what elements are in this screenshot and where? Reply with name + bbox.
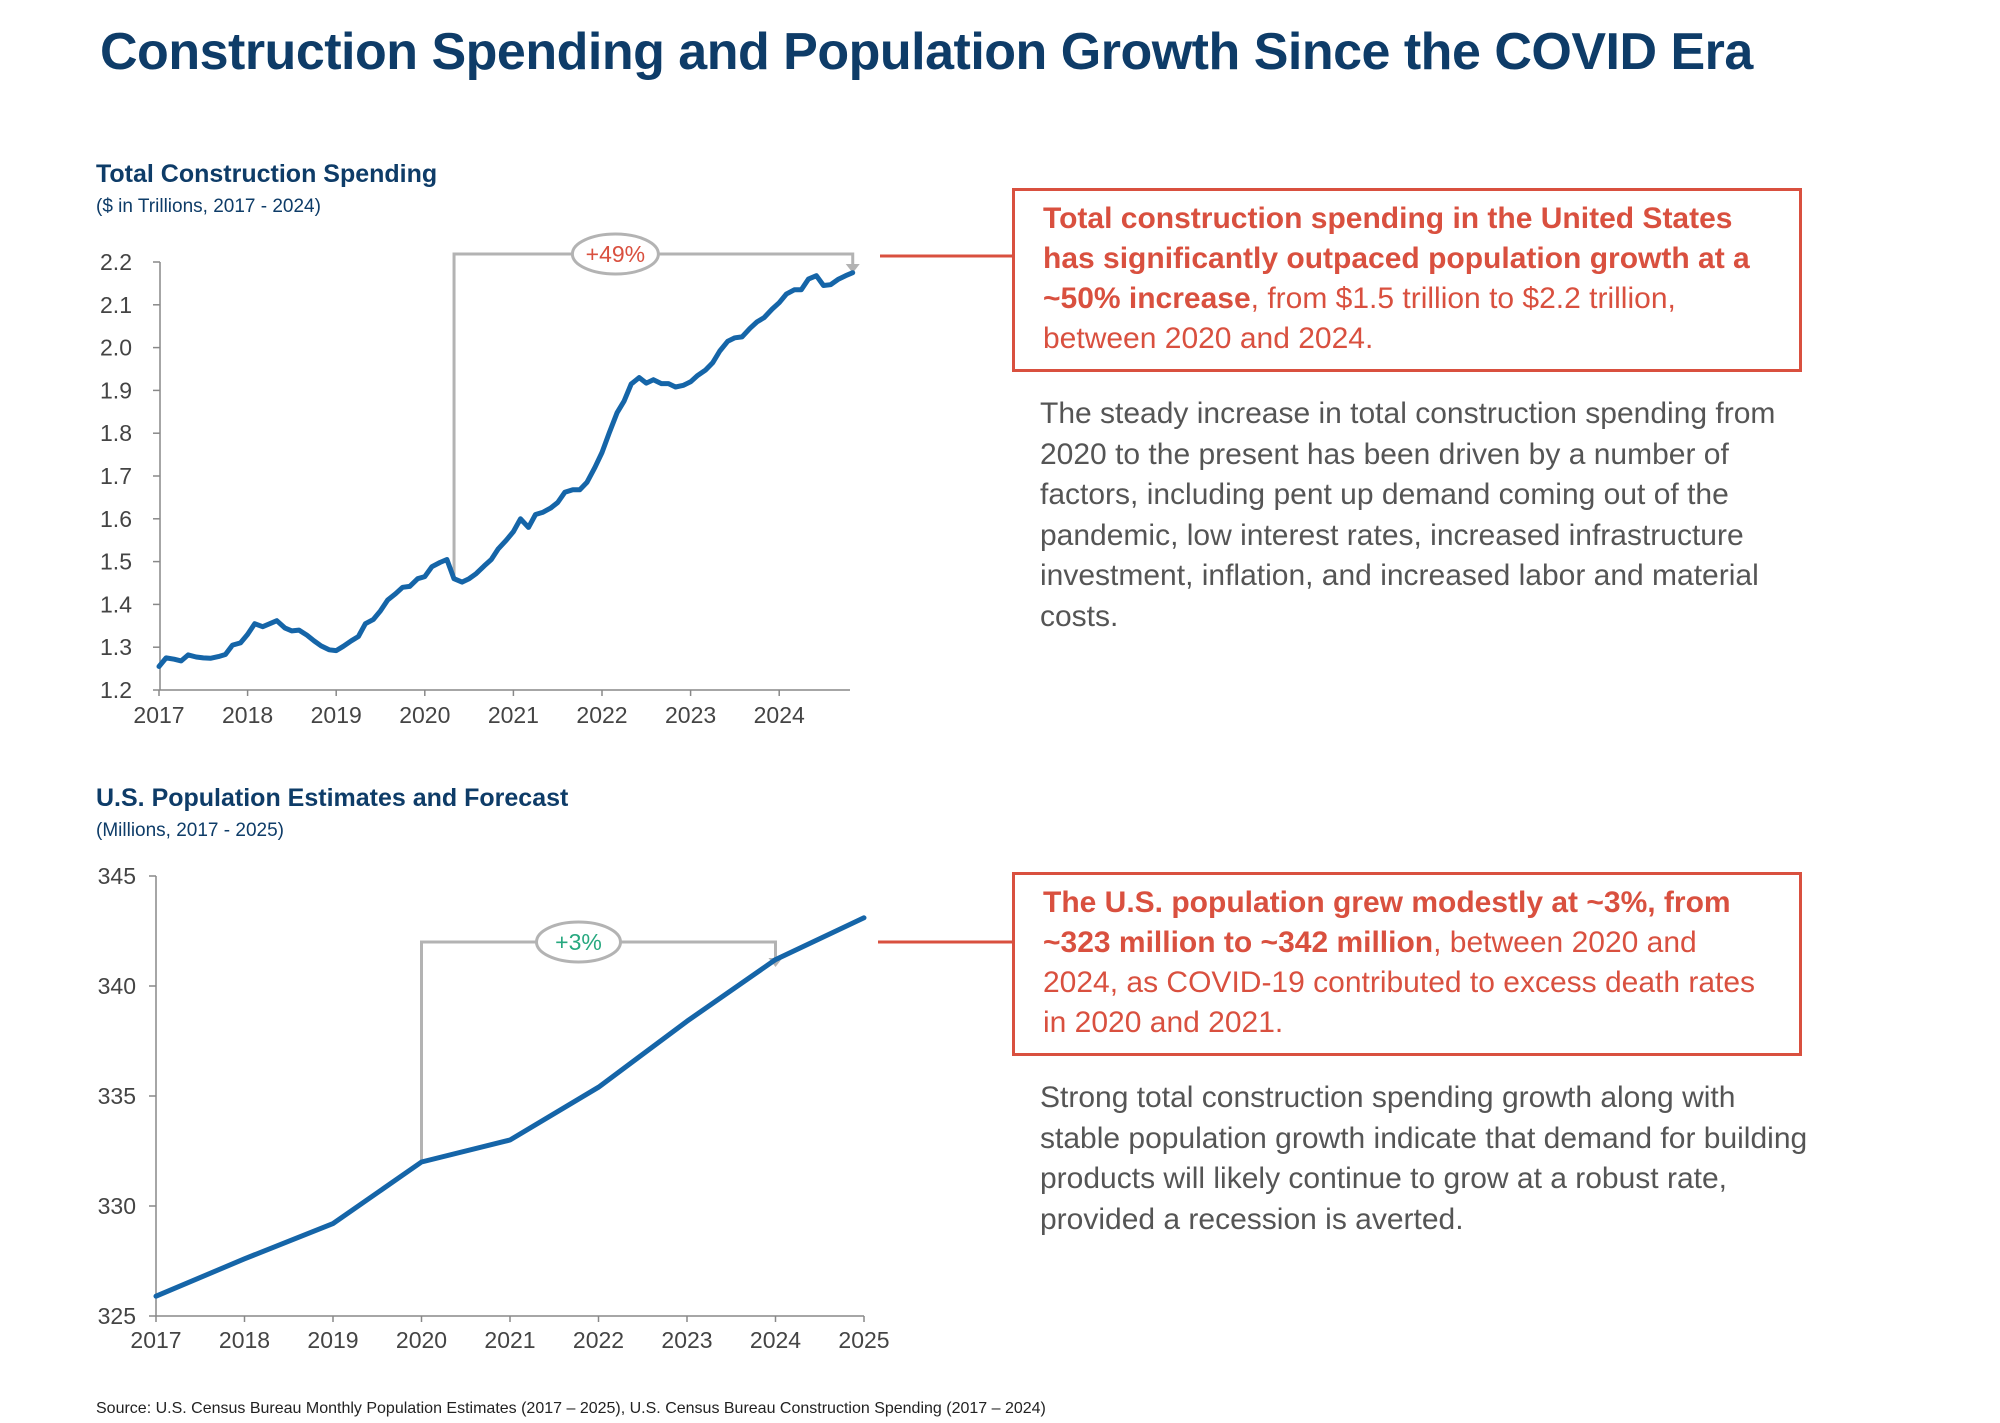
x-tick-label: 2022 [576, 702, 627, 728]
x-tick-label: 2024 [754, 702, 805, 728]
chart-title-spending: Total Construction Spending [96, 160, 438, 188]
callout-spending-rest: , from $1.5 trillion to $2.2 trillion, b… [1043, 282, 1676, 355]
x-tick-label: 2019 [307, 1327, 358, 1353]
callout-population-bold: The U.S. population grew modestly at ~3%… [1043, 886, 1731, 959]
y-tick-label: 1.6 [100, 506, 132, 532]
growth-label: +49% [586, 241, 645, 267]
y-tick-label: 1.3 [100, 634, 132, 660]
x-tick-label: 2018 [222, 702, 273, 728]
chart-subtitle-population: (Millions, 2017 - 2025) [96, 820, 284, 841]
x-tick-label: 2018 [219, 1327, 270, 1353]
x-tick-label: 2020 [399, 702, 450, 728]
growth-bracket [420, 940, 777, 1160]
x-tick-label: 2021 [484, 1327, 535, 1353]
x-tick-label: 2017 [130, 1327, 181, 1353]
y-tick-label: 2.2 [100, 249, 132, 275]
growth-bracket-arrowhead [845, 264, 860, 273]
y-tick-label: 325 [98, 1303, 136, 1329]
x-tick-label: 2023 [661, 1327, 712, 1353]
callout-population-rest: , between 2020 and 2024, as COVID-19 con… [1043, 926, 1756, 1039]
source-note: Source: U.S. Census Bureau Monthly Popul… [96, 1400, 1046, 1417]
chart-title-population: U.S. Population Estimates and Forecast [96, 784, 569, 812]
chart-subtitle-spending: ($ in Trillions, 2017 - 2024) [96, 196, 321, 217]
x-tick-label: 2019 [311, 702, 362, 728]
y-tick-label: 1.9 [100, 377, 132, 403]
x-tick-label: 2024 [750, 1327, 801, 1353]
series-line [156, 270, 856, 669]
y-tick-label: 1.2 [100, 677, 132, 703]
x-tick-label: 2017 [133, 702, 184, 728]
x-tick-label: 2022 [573, 1327, 624, 1353]
y-tick-label: 335 [98, 1083, 136, 1109]
growth-pill [535, 920, 622, 964]
growth-pill [570, 232, 660, 276]
y-tick-label: 2.0 [100, 335, 132, 361]
y-tick-label: 330 [98, 1193, 136, 1219]
y-tick-label: 345 [98, 863, 136, 889]
callout-spending: Total construction spending in the Unite… [1012, 188, 1802, 372]
growth-label: +3% [555, 929, 602, 955]
x-tick-label: 2020 [396, 1327, 447, 1353]
y-tick-label: 1.8 [100, 420, 132, 446]
y-tick-label: 340 [98, 973, 136, 999]
body-text-population: Strong total construction spending growt… [1040, 1081, 1808, 1236]
x-tick-label: 2025 [838, 1327, 889, 1353]
y-tick-label: 1.7 [100, 463, 132, 489]
page-title: Construction Spending and Population Gro… [100, 23, 1753, 81]
series-line [153, 915, 867, 1299]
body-text-spending: The steady increase in total constructio… [1040, 397, 1776, 633]
y-tick-label: 1.4 [100, 591, 132, 617]
y-tick-label: 2.1 [100, 292, 132, 318]
callout-spending-bold: Total construction spending in the Unite… [1043, 202, 1750, 315]
x-tick-label: 2023 [665, 702, 716, 728]
x-tick-label: 2021 [488, 702, 539, 728]
callout-population: The U.S. population grew modestly at ~3%… [1012, 872, 1802, 1056]
y-tick-label: 1.5 [100, 549, 132, 575]
